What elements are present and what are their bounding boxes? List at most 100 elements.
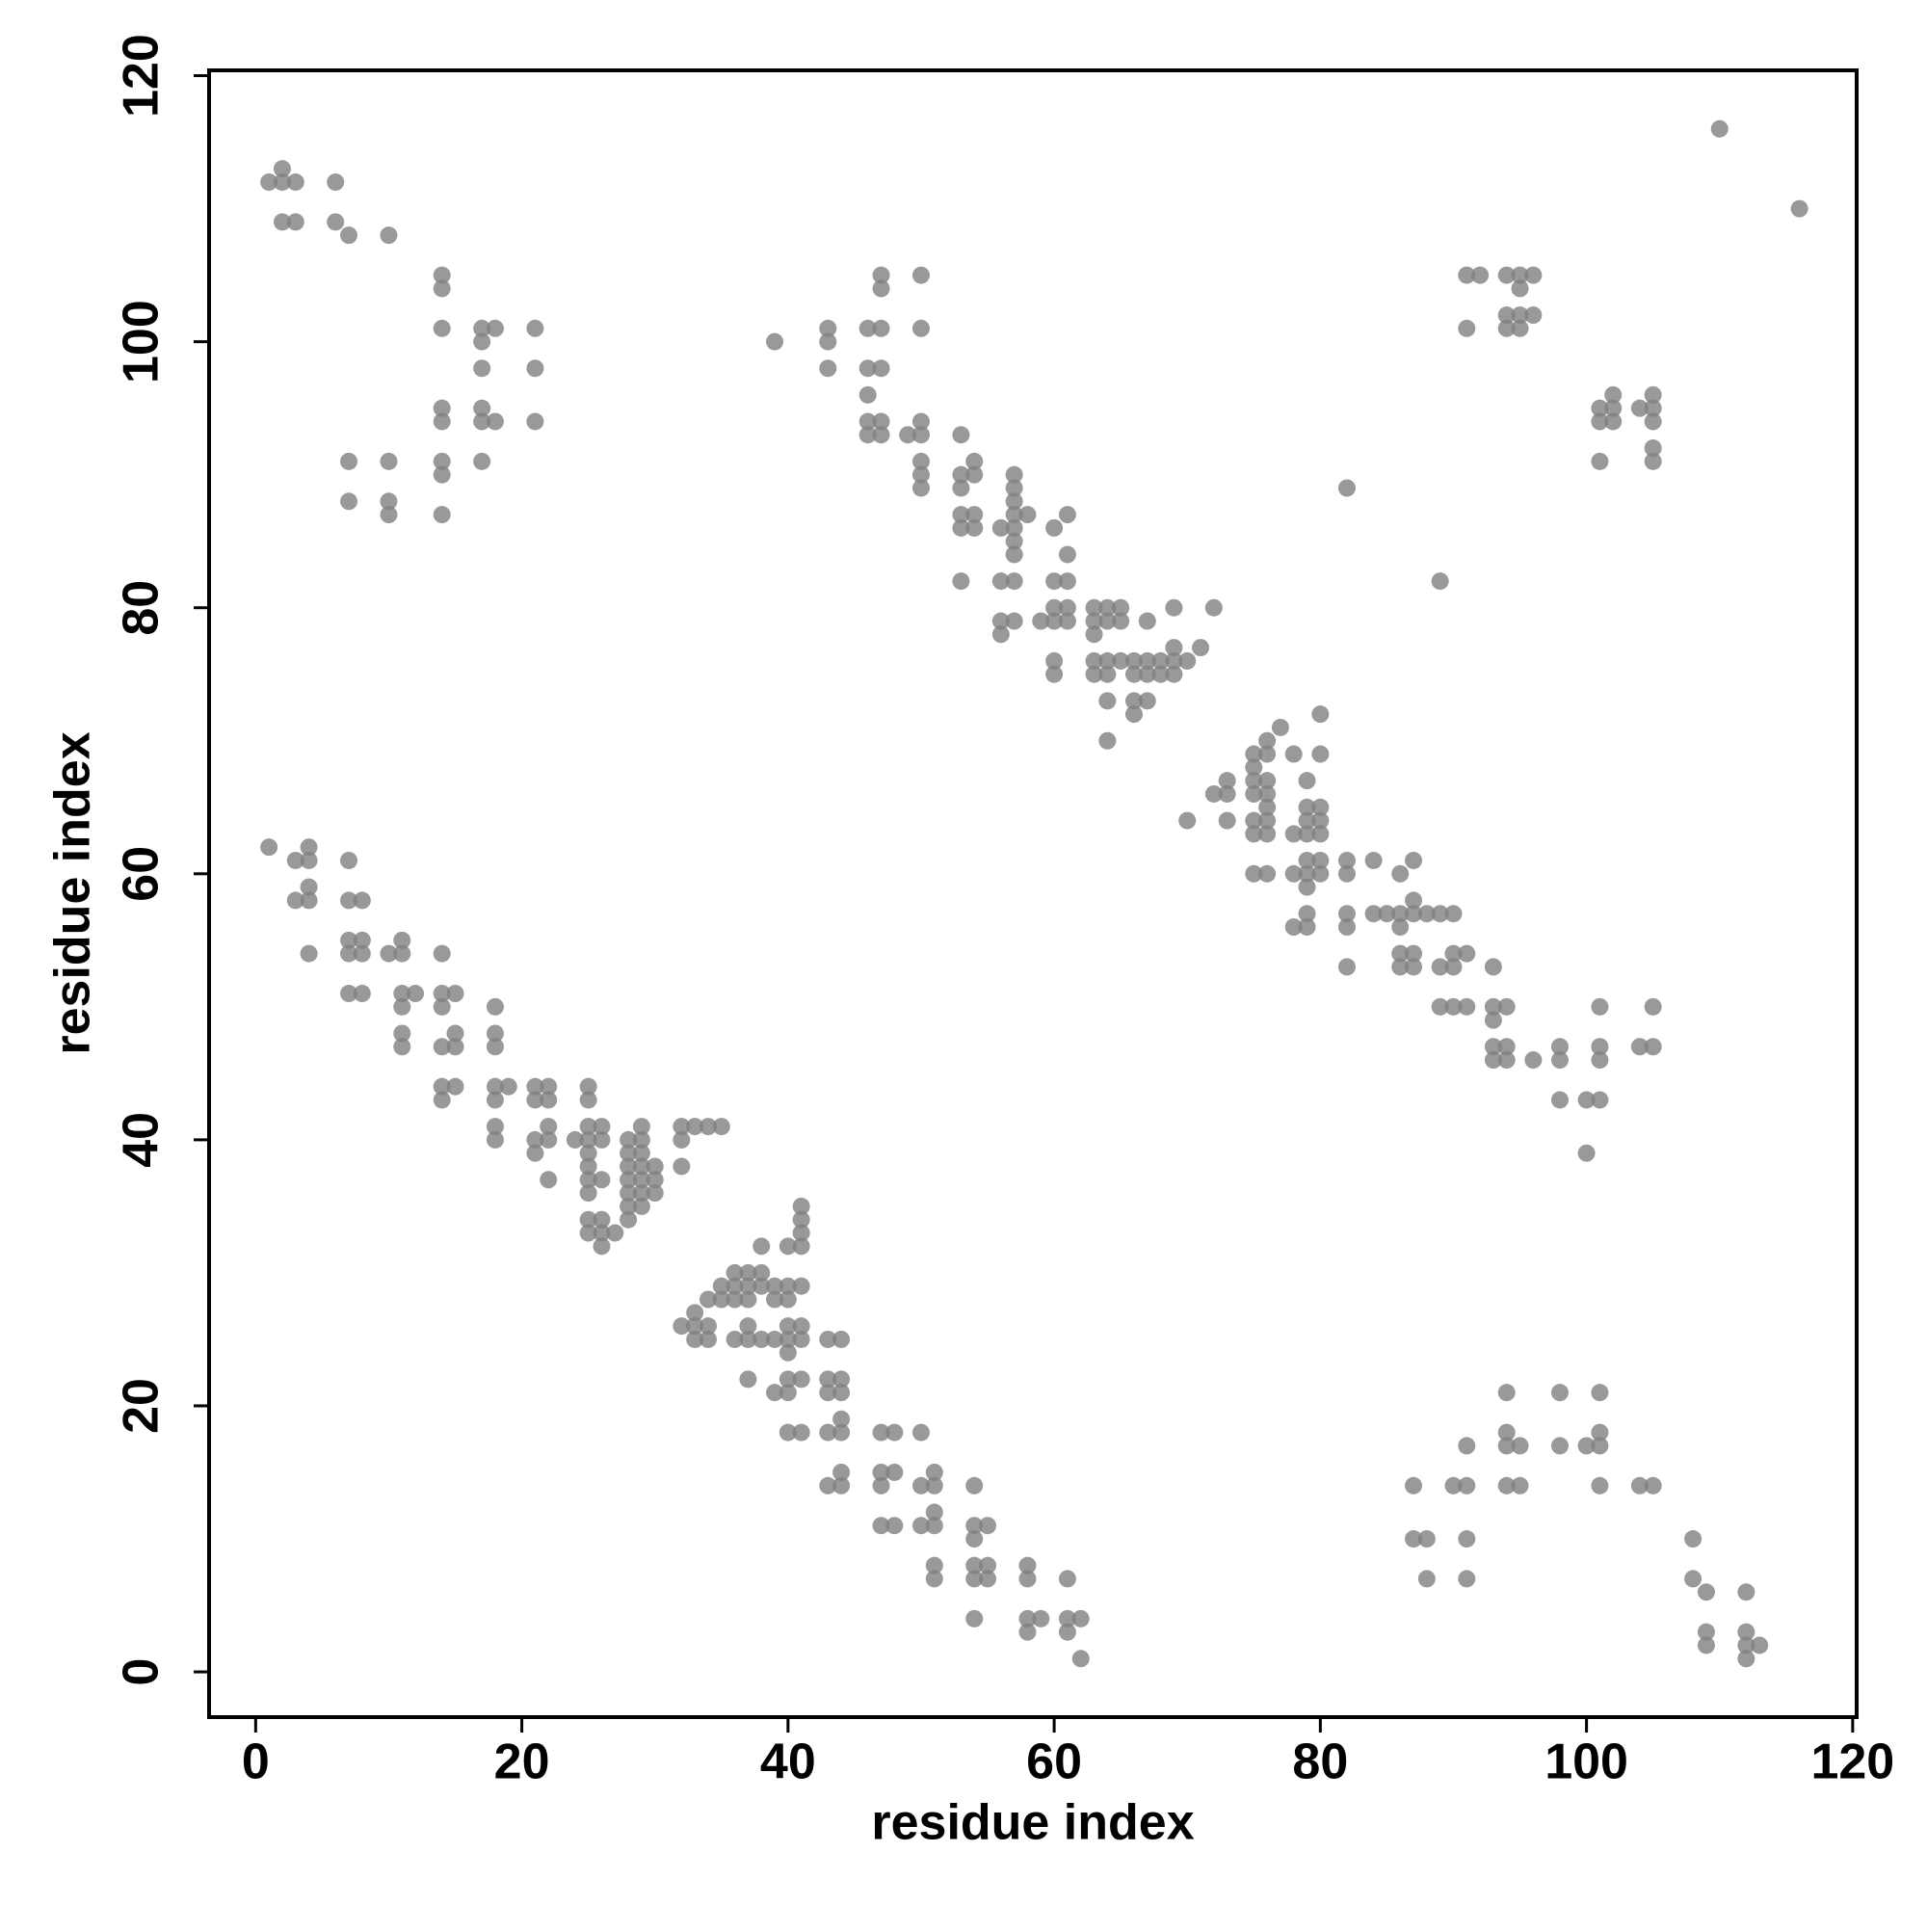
point xyxy=(1032,612,1050,630)
point xyxy=(1018,1623,1037,1641)
point xyxy=(526,412,544,431)
point xyxy=(779,1290,797,1309)
y-tick-label: 100 xyxy=(114,300,170,384)
point xyxy=(872,359,890,378)
point xyxy=(1178,651,1197,670)
point xyxy=(632,1197,650,1215)
point xyxy=(925,1556,943,1575)
point xyxy=(1644,1476,1662,1495)
point xyxy=(1524,1051,1543,1070)
point xyxy=(965,1530,984,1548)
point xyxy=(1405,958,1423,976)
point xyxy=(433,399,451,417)
point xyxy=(486,1038,504,1056)
point xyxy=(965,1609,984,1628)
point xyxy=(1112,651,1130,670)
point xyxy=(1497,1476,1516,1495)
point xyxy=(1591,412,1609,431)
point xyxy=(486,412,504,431)
point xyxy=(792,1370,810,1389)
point xyxy=(340,944,358,963)
point xyxy=(1391,918,1410,937)
point xyxy=(1298,851,1316,869)
point xyxy=(1458,1437,1476,1455)
point xyxy=(1511,319,1529,337)
point xyxy=(1058,1609,1076,1628)
point xyxy=(1005,479,1023,497)
point xyxy=(579,1210,597,1229)
point xyxy=(1391,958,1410,976)
point xyxy=(1151,651,1170,670)
point xyxy=(739,1330,757,1348)
point xyxy=(1550,1091,1569,1109)
point xyxy=(1138,612,1156,630)
point xyxy=(1497,997,1516,1016)
point xyxy=(1790,199,1808,218)
point xyxy=(433,279,451,298)
point xyxy=(1591,1038,1609,1056)
point xyxy=(1085,625,1103,644)
point xyxy=(1577,1437,1596,1455)
point xyxy=(273,172,291,191)
point xyxy=(286,172,304,191)
point xyxy=(1337,958,1356,976)
point xyxy=(1138,651,1156,670)
point xyxy=(1497,1051,1516,1070)
point xyxy=(792,1330,810,1348)
point xyxy=(646,1157,664,1176)
point xyxy=(766,332,784,351)
point xyxy=(925,1570,943,1588)
point xyxy=(979,1517,997,1535)
point xyxy=(726,1277,744,1295)
point xyxy=(872,1476,890,1495)
point xyxy=(579,1130,597,1149)
point xyxy=(593,1130,611,1149)
point xyxy=(1591,1384,1609,1402)
point xyxy=(526,1077,544,1096)
point xyxy=(965,452,984,470)
point xyxy=(473,452,491,470)
point xyxy=(1604,399,1623,417)
point xyxy=(1284,825,1303,843)
point xyxy=(752,1263,771,1282)
plot-frame xyxy=(207,68,1859,1719)
point xyxy=(752,1237,771,1256)
point xyxy=(911,1476,930,1495)
point xyxy=(979,1556,997,1575)
point xyxy=(1245,784,1263,803)
point xyxy=(1337,851,1356,869)
point xyxy=(952,426,970,444)
point xyxy=(726,1290,744,1309)
point xyxy=(1298,864,1316,883)
point xyxy=(1431,572,1449,591)
point xyxy=(911,266,930,284)
point xyxy=(579,1157,597,1176)
point xyxy=(1644,1038,1662,1056)
point xyxy=(1258,784,1277,803)
point xyxy=(1405,1476,1423,1495)
point xyxy=(1298,811,1316,830)
point xyxy=(1284,918,1303,937)
point xyxy=(673,1157,691,1176)
point xyxy=(1245,745,1263,763)
point xyxy=(1644,439,1662,458)
point xyxy=(1604,412,1623,431)
point xyxy=(1405,851,1423,869)
point xyxy=(1577,1144,1596,1162)
point xyxy=(433,319,451,337)
point xyxy=(486,997,504,1016)
point xyxy=(1550,1038,1569,1056)
point xyxy=(726,1330,744,1348)
point xyxy=(872,319,890,337)
point xyxy=(1045,651,1064,670)
point xyxy=(819,359,837,378)
point xyxy=(792,1237,810,1256)
point xyxy=(340,931,358,949)
point xyxy=(620,1157,638,1176)
point xyxy=(300,851,318,869)
point xyxy=(872,266,890,284)
point xyxy=(473,359,491,378)
point xyxy=(819,1423,837,1442)
